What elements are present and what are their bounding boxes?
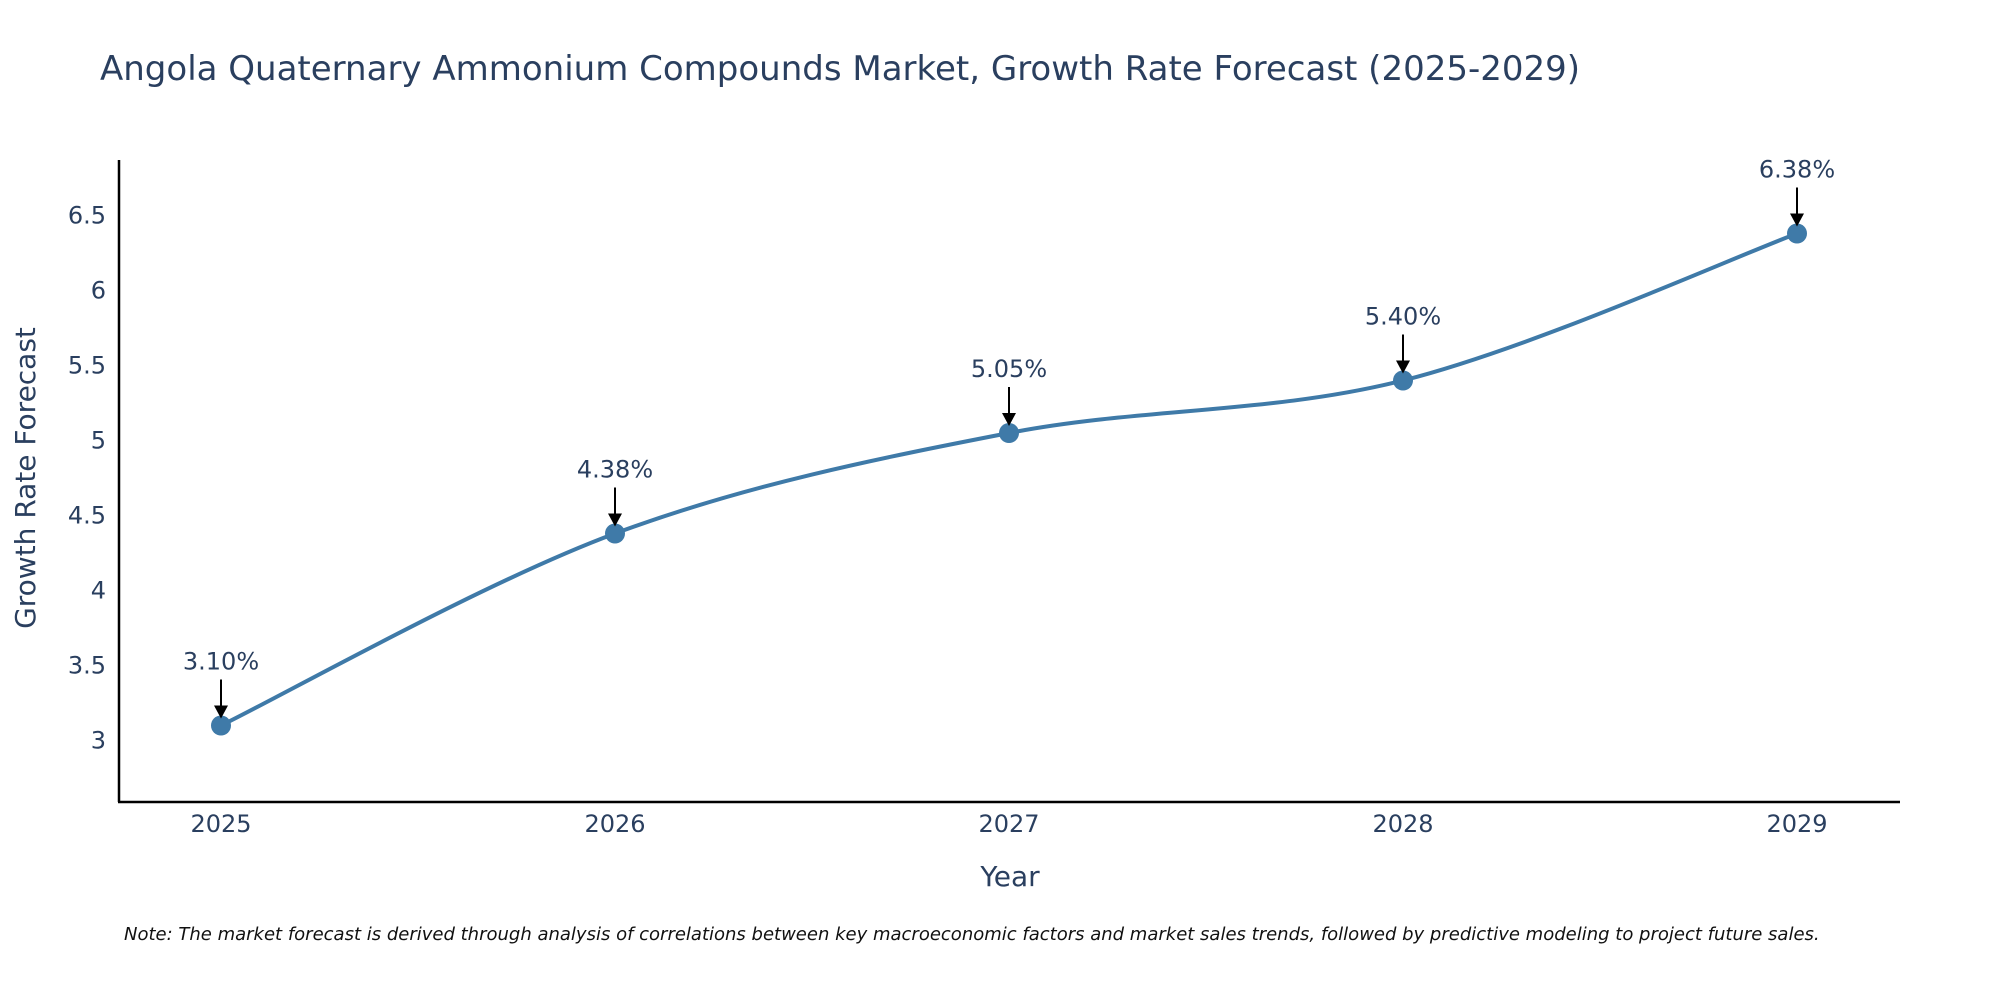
x-tick-label: 2028 [1372,810,1433,838]
annotation-arrow-head [1790,213,1804,227]
x-tick-label: 2026 [584,810,645,838]
data-label-2026: 4.38% [577,456,653,527]
y-tick-label: 4.5 [68,502,106,530]
y-tick-label: 5.5 [68,352,106,380]
x-axis: 2025 2026 2027 2028 2029 [190,810,1827,838]
series-layer [211,223,1807,736]
axis-lines [117,160,1900,804]
data-point-2029[interactable] [1787,223,1807,244]
y-tick-label: 5 [91,427,106,455]
data-label-text: 5.40% [1365,303,1441,331]
data-label-text: 5.05% [971,355,1047,383]
series-line [219,231,1799,728]
x-tick-label: 2029 [1766,810,1827,838]
x-axis-title: Year [979,860,1040,893]
data-label-2027: 5.05% [971,355,1047,426]
annotation-arrow-head [1002,413,1016,426]
annotation-arrow-head [1396,360,1410,374]
data-label-text: 4.38% [577,456,653,484]
x-tick-label: 2027 [978,810,1039,838]
y-tick-label: 6.5 [68,202,106,230]
data-point-2027[interactable] [999,423,1019,443]
annotation-arrow-head [608,513,622,527]
chart-title: Angola Quaternary Ammonium Compounds Mar… [100,49,1580,89]
data-point-2025[interactable] [211,715,231,736]
y-tick-label: 3 [91,727,106,755]
data-label-2029: 6.38% [1759,156,1835,227]
data-label-text: 3.10% [183,648,259,676]
y-tick-label: 6 [91,277,106,305]
annotation-arrow-head [214,705,228,719]
footnote: Note: The market forecast is derived thr… [124,924,1820,945]
data-point-2026[interactable] [605,523,625,544]
data-label-text: 6.38% [1759,156,1835,184]
y-axis: 3 3.5 4 4.5 5 5.5 6 6.5 [68,202,106,755]
data-label-2028: 5.40% [1365,303,1441,374]
data-label-2025: 3.10% [183,648,259,719]
annotation-layer: 3.10% 4.38% 5.05% 5.40% 6.38% [183,156,1835,719]
y-axis-title: Growth Rate Forecast [9,327,42,629]
x-tick-label: 2025 [190,810,251,838]
y-tick-label: 4 [91,577,106,605]
y-tick-label: 3.5 [68,652,106,680]
data-point-2028[interactable] [1393,370,1413,391]
